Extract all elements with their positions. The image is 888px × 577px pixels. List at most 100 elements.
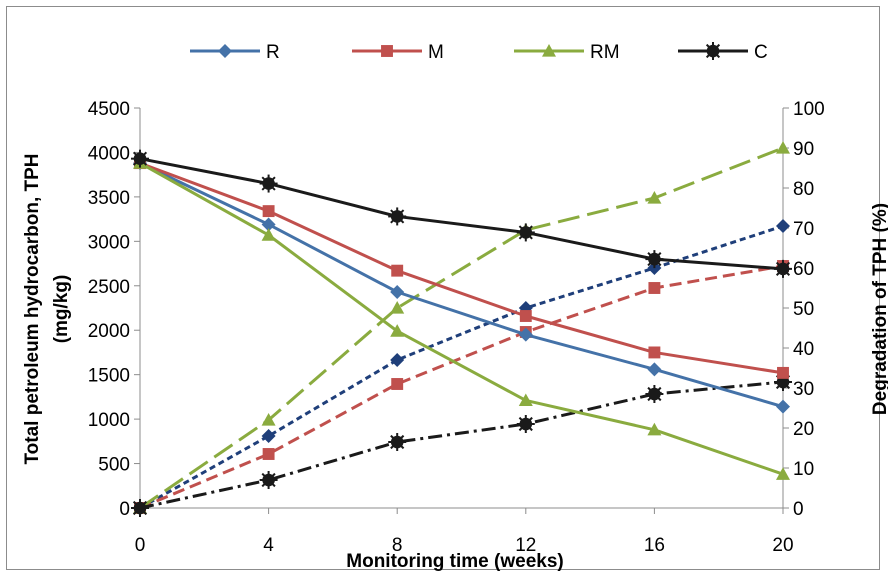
chart-border xyxy=(6,6,880,570)
marker-core xyxy=(776,375,790,389)
legend-swatch-marker xyxy=(218,44,232,58)
legend-swatch-marker xyxy=(704,42,722,60)
y-right-axis-title: Degradation of TPH (%) xyxy=(870,203,888,415)
y-right-tick-label: 30 xyxy=(793,379,814,400)
data-point xyxy=(776,141,790,154)
y-left-tick-label: 1500 xyxy=(88,366,130,387)
data-point xyxy=(776,467,790,480)
series-line xyxy=(139,264,784,510)
data-point xyxy=(261,217,276,232)
data-point xyxy=(131,149,149,168)
y-right-tick-label: 40 xyxy=(793,339,814,360)
data-point xyxy=(516,415,535,433)
data-point xyxy=(648,282,661,294)
marker-core xyxy=(776,262,790,276)
data-point xyxy=(262,205,275,218)
legend-swatch-marker xyxy=(381,45,393,57)
x-tick-label: 4 xyxy=(263,535,274,556)
legend-label: R xyxy=(266,42,280,63)
data-point xyxy=(645,385,664,403)
data-point xyxy=(391,264,404,277)
series-line xyxy=(139,161,784,375)
data-point xyxy=(776,399,790,414)
legend: R M RM C xyxy=(190,42,768,63)
data-point xyxy=(774,259,792,278)
series-degradation-7 xyxy=(131,373,792,517)
data-point xyxy=(261,413,276,426)
data-point xyxy=(776,219,790,233)
legend-label: C xyxy=(754,42,768,63)
y-left-tick-label: 4500 xyxy=(88,99,130,120)
data-point xyxy=(388,433,407,451)
data-point xyxy=(131,499,149,517)
marker-core xyxy=(133,501,147,515)
data-point xyxy=(647,191,662,204)
y-right-tick-label: 60 xyxy=(793,259,814,280)
marker-core xyxy=(706,44,720,58)
x-tick-label: 12 xyxy=(515,535,536,556)
legend-swatch-marker xyxy=(542,44,556,57)
series-c xyxy=(131,149,792,278)
legend-item-rm: RM xyxy=(514,42,620,63)
x-tick-label: 16 xyxy=(644,535,665,556)
data-point xyxy=(388,207,407,226)
y-right-tick-label: 90 xyxy=(793,139,814,160)
series-r xyxy=(133,156,790,414)
data-point xyxy=(390,285,405,299)
y-left-tick-label: 500 xyxy=(98,455,130,476)
y-left-tick-label: 3500 xyxy=(88,188,130,209)
data-point xyxy=(518,327,533,342)
data-point xyxy=(518,393,533,407)
series-line xyxy=(139,161,784,409)
data-point xyxy=(647,422,662,436)
series-line xyxy=(139,380,784,510)
data-point xyxy=(647,362,662,377)
marker-core xyxy=(390,210,404,223)
series-degradation-5 xyxy=(134,260,789,514)
series-line xyxy=(139,161,784,476)
x-axis-title: Monitoring time (weeks) xyxy=(346,551,563,572)
y-right-tick-label: 50 xyxy=(793,299,814,320)
y-left-tick-label: 2500 xyxy=(88,277,130,298)
series-group xyxy=(131,141,792,517)
y-left-tick-label: 4000 xyxy=(88,143,130,164)
legend-item-m: M xyxy=(352,42,444,63)
series-line xyxy=(139,146,784,510)
series-line xyxy=(139,157,784,271)
marker-core xyxy=(262,473,275,487)
data-point xyxy=(390,301,405,314)
marker-core xyxy=(648,252,661,266)
legend-label: RM xyxy=(590,42,620,63)
legend-item-c: C xyxy=(678,42,768,63)
marker-core xyxy=(519,417,533,431)
series-rm xyxy=(133,156,790,480)
x-tick-label: 0 xyxy=(135,535,146,556)
data-point xyxy=(777,366,789,379)
data-point xyxy=(516,223,535,242)
marker-core xyxy=(133,152,147,165)
y-left-tick-label: 3000 xyxy=(88,232,130,253)
y-right-tick-label: 10 xyxy=(793,459,814,480)
y-left-tick-label: 1000 xyxy=(88,410,130,431)
y-left-tick-label: 0 xyxy=(119,499,130,520)
data-point xyxy=(262,448,275,460)
y-left-axis-title-line2: (mg/kg) xyxy=(51,275,72,344)
x-tick-label: 20 xyxy=(772,535,793,556)
legend-item-r: R xyxy=(190,42,280,63)
data-point xyxy=(259,471,278,489)
marker-core xyxy=(390,435,404,449)
data-point xyxy=(391,378,404,390)
y-left-axis-title-line1: Total petroleum hydrocarbon, TPH xyxy=(22,153,43,464)
legend-label: M xyxy=(428,42,444,63)
marker-core xyxy=(648,387,661,401)
data-point xyxy=(261,228,276,241)
x-tick-label: 8 xyxy=(392,535,403,556)
y-right-tick-label: 70 xyxy=(793,219,814,240)
y-right-tick-label: 100 xyxy=(793,99,825,120)
y-left-tick-label: 2000 xyxy=(88,321,130,342)
data-point xyxy=(519,310,532,322)
data-point xyxy=(259,174,278,193)
data-point xyxy=(648,346,661,359)
